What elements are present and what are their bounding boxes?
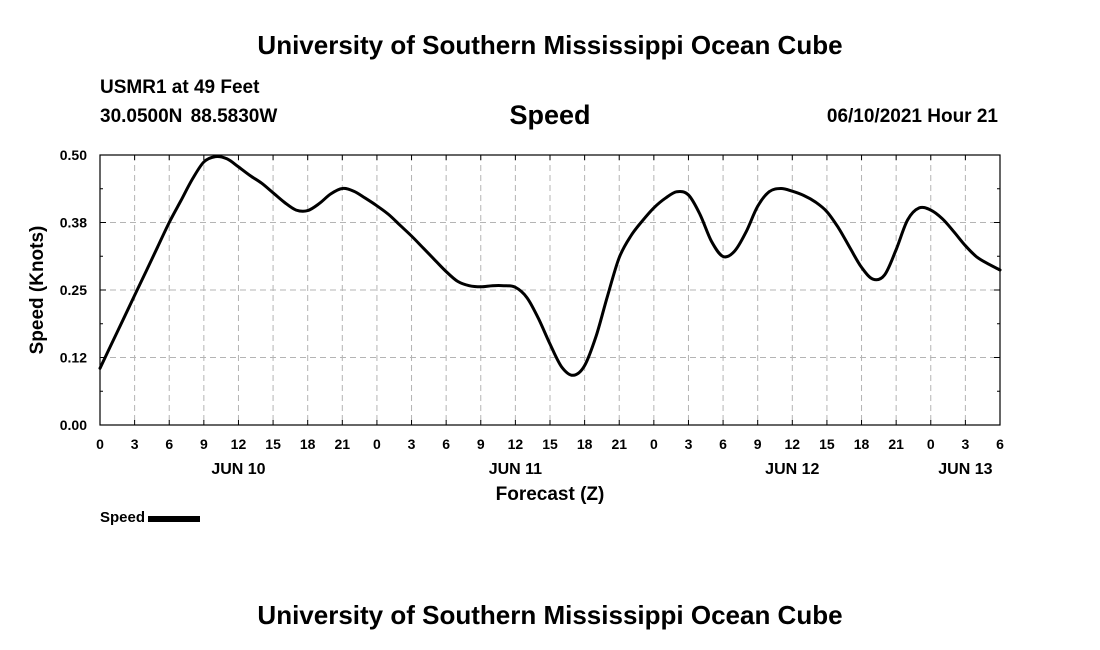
x-tick-label: 18 xyxy=(300,436,316,452)
station-name: USMR1 at 49 Feet xyxy=(100,77,260,98)
x-tick-label: 6 xyxy=(165,436,173,452)
x-tick-label: 9 xyxy=(477,436,485,452)
chart-title-top: University of Southern Mississippi Ocean… xyxy=(257,30,843,60)
chart-title-bottom: University of Southern Mississippi Ocean… xyxy=(257,600,843,630)
x-tick-label: 9 xyxy=(754,436,762,452)
y-tick-label: 0.25 xyxy=(60,282,87,298)
plot-frame xyxy=(99,154,1001,426)
y-tick-label: 0.00 xyxy=(60,417,87,433)
x-tick-label: 0 xyxy=(373,436,381,452)
day-label: JUN 13 xyxy=(938,461,992,478)
x-tick-label: 21 xyxy=(611,436,627,452)
series-layer xyxy=(98,154,1002,377)
x-tick-label: 12 xyxy=(231,436,247,452)
x-tick-label: 3 xyxy=(685,436,693,452)
x-tick-label: 0 xyxy=(927,436,935,452)
x-tick-label: 9 xyxy=(200,436,208,452)
legend-label: Speed xyxy=(100,509,146,526)
x-tick-label: 15 xyxy=(819,436,835,452)
y-tick-label: 0.12 xyxy=(60,350,87,366)
y-axis-label: Speed (Knots) xyxy=(27,226,48,355)
x-tick-label: 21 xyxy=(335,436,351,452)
x-tick-label: 21 xyxy=(888,436,904,452)
x-tick-label: 6 xyxy=(442,436,450,452)
x-tick-label: 3 xyxy=(131,436,139,452)
day-label: JUN 10 xyxy=(211,461,265,478)
x-tick-label: 18 xyxy=(577,436,593,452)
x-tick-label: 6 xyxy=(996,436,1004,452)
x-axis-label: Forecast (Z) xyxy=(496,484,605,505)
chart-legend: Speed xyxy=(100,509,201,526)
x-tick-label: 3 xyxy=(408,436,416,452)
y-tick-label: 0.38 xyxy=(60,215,87,231)
grid-lines xyxy=(100,155,1000,425)
legend-line-swatch xyxy=(148,515,201,522)
x-tick-label: 0 xyxy=(96,436,104,452)
x-tick-label: 18 xyxy=(854,436,870,452)
x-tick-label: 12 xyxy=(785,436,801,452)
x-tick-label: 12 xyxy=(508,436,524,452)
forecast-run-time: 06/10/2021 Hour 21 xyxy=(826,106,998,127)
day-label: JUN 12 xyxy=(765,461,819,478)
speed-series-line xyxy=(98,154,1002,377)
station-location: 30.0500N 88.5830W xyxy=(100,106,278,127)
variable-title: Speed xyxy=(509,100,591,130)
axis-labels: Forecast (Z) Speed (Knots) 0 3 6 9 12 15 18 21 0… xyxy=(27,147,1004,505)
x-tick-label: 3 xyxy=(961,436,969,452)
x-tick-label: 15 xyxy=(542,436,558,452)
x-tick-label: 6 xyxy=(719,436,727,452)
x-tick-label: 15 xyxy=(265,436,281,452)
day-label: JUN 11 xyxy=(489,461,542,478)
x-tick-label: 0 xyxy=(650,436,658,452)
y-tick-label: 0.50 xyxy=(60,147,87,163)
axes xyxy=(99,154,1001,426)
